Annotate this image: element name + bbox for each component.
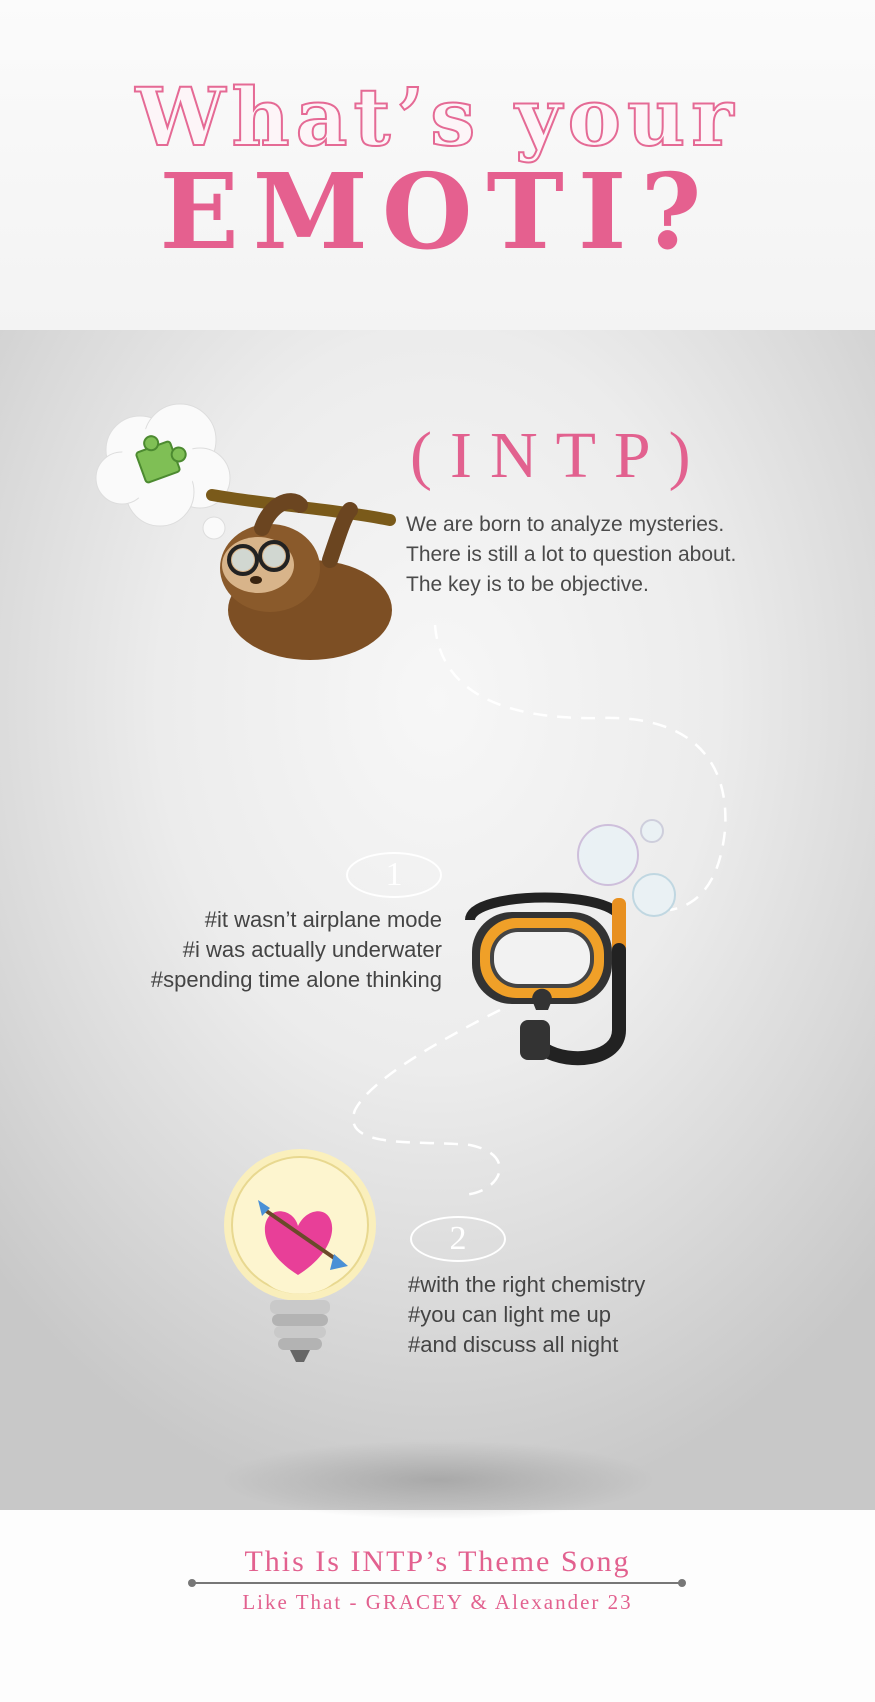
top-band (0, 0, 875, 330)
puzzle-piece-icon (135, 435, 187, 484)
description-line: We are born to analyze mysteries. (406, 513, 725, 536)
divider-dot (678, 1579, 686, 1587)
hashtag: #i was actually underwater (182, 937, 442, 962)
floor-shadow (218, 1440, 658, 1520)
hashtag: #you can light me up (408, 1302, 612, 1327)
section-2-number-badge: 2 (410, 1216, 506, 1262)
dashed-path (351, 624, 727, 1197)
description-line: The key is to be objective. (406, 573, 649, 596)
hashtag: #and discuss all night (408, 1332, 619, 1357)
personality-type-label: (INTP) (410, 419, 709, 492)
hashtag: #with the right chemistry (408, 1272, 646, 1297)
bottom-band (0, 1510, 875, 1702)
theme-song-artist: Like That - GRACEY & Alexander 23 (242, 1590, 633, 1614)
divider-dot (188, 1579, 196, 1587)
section-1-tags: #it wasn’t airplane mode #i was actually… (151, 905, 442, 995)
title-line-1: What’s your (135, 69, 740, 165)
description-line: There is still a lot to question about. (406, 543, 737, 566)
hashtag: #it wasn’t airplane mode (204, 907, 442, 932)
divider (192, 1582, 682, 1584)
section-2-tags: #with the right chemistry #you can light… (408, 1270, 645, 1360)
title-line-2: EMOTI? (159, 150, 716, 273)
theme-song-title: This Is INTP’s Theme Song (244, 1545, 631, 1578)
section-1-number-badge: 1 (346, 852, 442, 898)
hashtag: #spending time alone thinking (150, 967, 442, 992)
bubbles-icon (577, 819, 676, 917)
profile-description: We are born to analyze mysteries. There … (406, 510, 736, 600)
heart-with-arrow-icon (258, 1200, 348, 1275)
diving-mask-icon (465, 892, 626, 1066)
sloth-icon (206, 489, 396, 660)
